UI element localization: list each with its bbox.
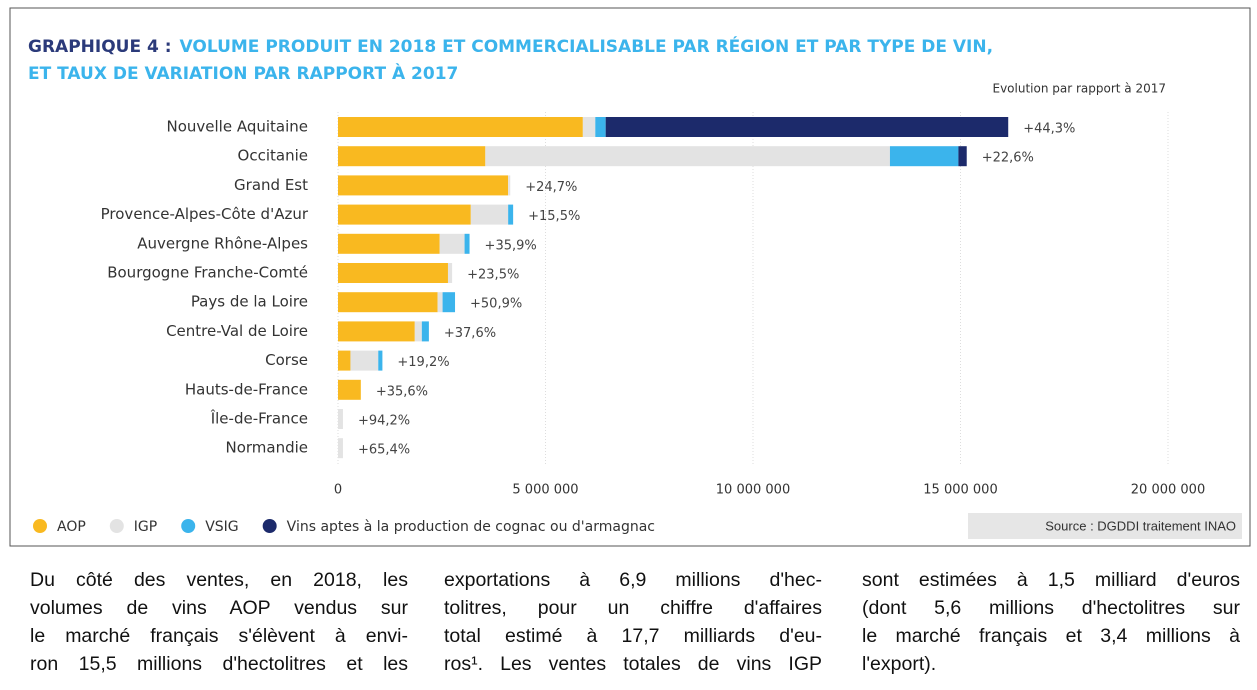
bar-segment bbox=[421, 321, 429, 342]
text-line: l'export). bbox=[862, 653, 937, 675]
legend-label: IGP bbox=[134, 519, 157, 535]
x-tick-label: 5 000 000 bbox=[512, 483, 578, 498]
chart: GRAPHIQUE 4 : VOLUME PRODUIT EN 2018 ET C… bbox=[9, 7, 1251, 547]
bar-segment bbox=[338, 117, 583, 137]
growth-label: +23,5% bbox=[467, 268, 519, 283]
bar-segment bbox=[889, 146, 959, 167]
bar-segment bbox=[958, 146, 967, 167]
legend-swatch bbox=[33, 519, 47, 533]
text-line: ros¹. Les ventes totales de vins IGP bbox=[444, 653, 822, 675]
bar-segment bbox=[350, 350, 379, 371]
text-line: ron 15,5 millions d'hectolitres et les bbox=[30, 653, 408, 675]
y-tick-label: Pays de la Loire bbox=[191, 293, 308, 311]
bar-segment bbox=[447, 263, 453, 283]
text-line: le marché français s'élèvent à envi- bbox=[30, 625, 408, 647]
legend-swatch bbox=[181, 519, 196, 533]
text-column: sont estimées à 1,5 milliard d'euros (don… bbox=[862, 566, 1240, 678]
text-line: le marché français et 3,4 millions à bbox=[862, 625, 1240, 647]
growth-label: +19,2% bbox=[397, 355, 449, 370]
bar-segment bbox=[582, 117, 596, 137]
growth-label: +35,6% bbox=[376, 384, 428, 399]
growth-label: +50,9% bbox=[470, 297, 522, 312]
y-tick-label: Provence-Alpes-Côte d'Azur bbox=[101, 205, 309, 223]
bar-segment bbox=[338, 146, 486, 167]
bar-segment bbox=[338, 233, 440, 254]
legend-label: AOP bbox=[57, 519, 86, 535]
bar-segment bbox=[338, 379, 361, 400]
bar-segment bbox=[508, 175, 511, 196]
frame bbox=[9, 7, 1251, 547]
y-tick-label: Hauts-de-France bbox=[185, 380, 308, 398]
bar-segment bbox=[470, 204, 509, 225]
title-line: VOLUME PRODUIT EN 2018 ET COMMERCIALISAB… bbox=[180, 35, 994, 57]
text-line: sont estimées à 1,5 milliard d'euros bbox=[862, 569, 1240, 591]
growth-label: +22,6% bbox=[982, 151, 1034, 166]
text-line: (dont 5,6 millions d'hectolitres sur bbox=[862, 597, 1240, 619]
text-line: tolitres, pour un chiffre d'affaires bbox=[444, 597, 822, 619]
x-tick-label: 0 bbox=[334, 483, 342, 498]
bar-segment bbox=[338, 263, 448, 283]
y-tick-label: Occitanie bbox=[238, 147, 308, 165]
bar-segment bbox=[439, 233, 465, 254]
legend-swatch bbox=[262, 519, 277, 533]
x-tick-label: 20 000 000 bbox=[1131, 483, 1205, 498]
growth-label: +24,7% bbox=[525, 180, 577, 195]
legend-label: Vins aptes à la production de cognac ou … bbox=[287, 519, 655, 535]
bar-segment bbox=[378, 350, 383, 371]
growth-label: +35,9% bbox=[485, 238, 537, 253]
bar-segment bbox=[338, 204, 471, 225]
text-column: exportations à 6,9 millions d'hec-tolitr… bbox=[444, 566, 822, 678]
x-tick-label: 15 000 000 bbox=[923, 483, 997, 498]
growth-label: +94,2% bbox=[358, 414, 410, 429]
text-line: Du côté des ventes, en 2018, les bbox=[30, 569, 408, 591]
y-tick-label: Grand Est bbox=[234, 176, 308, 194]
y-tick-label: Auvergne Rhône-Alpes bbox=[137, 234, 308, 252]
text-column: Du côté des ventes, en 2018, les volumes … bbox=[30, 566, 408, 678]
bar-segment bbox=[605, 117, 1009, 137]
source: Source : DGDDI traitement INAO bbox=[1045, 518, 1236, 533]
bar-segment bbox=[508, 204, 514, 225]
y-tick-label: Centre-Val de Loire bbox=[166, 322, 308, 340]
bar-segment bbox=[442, 292, 456, 313]
bar-segment bbox=[437, 292, 443, 313]
y-tick-label: Corse bbox=[265, 351, 308, 369]
growth-label: +37,6% bbox=[444, 326, 496, 341]
bar-segment bbox=[485, 146, 890, 167]
title-number: GRAPHIQUE 4 : bbox=[28, 37, 172, 57]
chart-title: GRAPHIQUE 4 : VOLUME PRODUIT EN 2018 ET C… bbox=[28, 35, 993, 57]
y-tick-label: Bourgogne Franche-Comté bbox=[107, 264, 308, 282]
x-tick-label: 10 000 000 bbox=[716, 483, 790, 498]
growth-label: +44,3% bbox=[1023, 122, 1075, 137]
source-box bbox=[968, 513, 1242, 539]
bar-segment bbox=[414, 321, 422, 342]
title-line: ET TAUX DE VARIATION PAR RAPPORT À 2017 bbox=[28, 62, 458, 84]
growth-label: +15,5% bbox=[528, 209, 580, 224]
bar-segment bbox=[338, 292, 438, 313]
legend-label: VSIG bbox=[205, 519, 238, 535]
y-tick-label: Nouvelle Aquitaine bbox=[166, 118, 308, 136]
bar-segment bbox=[338, 438, 343, 459]
legend-swatch bbox=[109, 519, 124, 533]
growth-label: +65,4% bbox=[358, 443, 410, 458]
text-line: total estimé à 17,7 milliards d'eu- bbox=[444, 625, 822, 647]
bar-segment bbox=[464, 233, 470, 254]
text-line: volumes de vins AOP vendus sur bbox=[30, 597, 408, 619]
bar-segment bbox=[338, 350, 351, 371]
y-tick-label: Île-de-France bbox=[210, 409, 308, 428]
bar-segment bbox=[595, 117, 606, 137]
bar-segment bbox=[338, 175, 509, 196]
bar-segment bbox=[338, 321, 415, 342]
bar-segment bbox=[338, 409, 343, 429]
y-tick-label: Normandie bbox=[225, 439, 308, 457]
text-line: exportations à 6,9 millions d'hec- bbox=[444, 569, 822, 591]
annotation: Evolution par rapport à 2017 bbox=[992, 82, 1166, 96]
